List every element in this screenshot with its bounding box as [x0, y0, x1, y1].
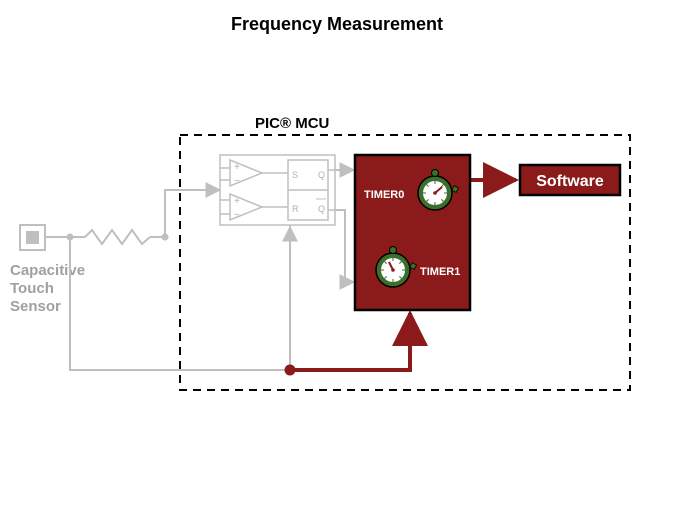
mcu-label: PIC® MCU — [255, 115, 329, 132]
svg-text:+: + — [234, 162, 240, 173]
timer1-label: TIMER1 — [420, 266, 460, 278]
sr-s: S — [292, 170, 298, 180]
sensor-label-3: Sensor — [10, 298, 61, 315]
svg-text:−: − — [234, 210, 240, 221]
timer-block: TIMER0 TIMER1 — [355, 155, 470, 310]
svg-text:−: − — [234, 176, 240, 187]
sr-q1: Q — [318, 170, 325, 180]
node-junction — [285, 365, 296, 376]
resistor — [85, 230, 150, 244]
opamp-sr-block: + − + − S Q R Q — [220, 155, 335, 225]
sr-q2: Q — [318, 204, 325, 214]
diagram-title: Frequency Measurement — [231, 14, 443, 34]
timer0-label: TIMER0 — [364, 189, 404, 201]
svg-text:+: + — [234, 196, 240, 207]
sr-r: R — [292, 204, 299, 214]
software-label: Software — [536, 173, 604, 190]
sensor-label-2: Touch — [10, 280, 54, 297]
sensor-label-1: Capacitive — [10, 262, 85, 279]
software-block: Software — [520, 165, 620, 195]
sensor-symbol — [20, 225, 45, 250]
